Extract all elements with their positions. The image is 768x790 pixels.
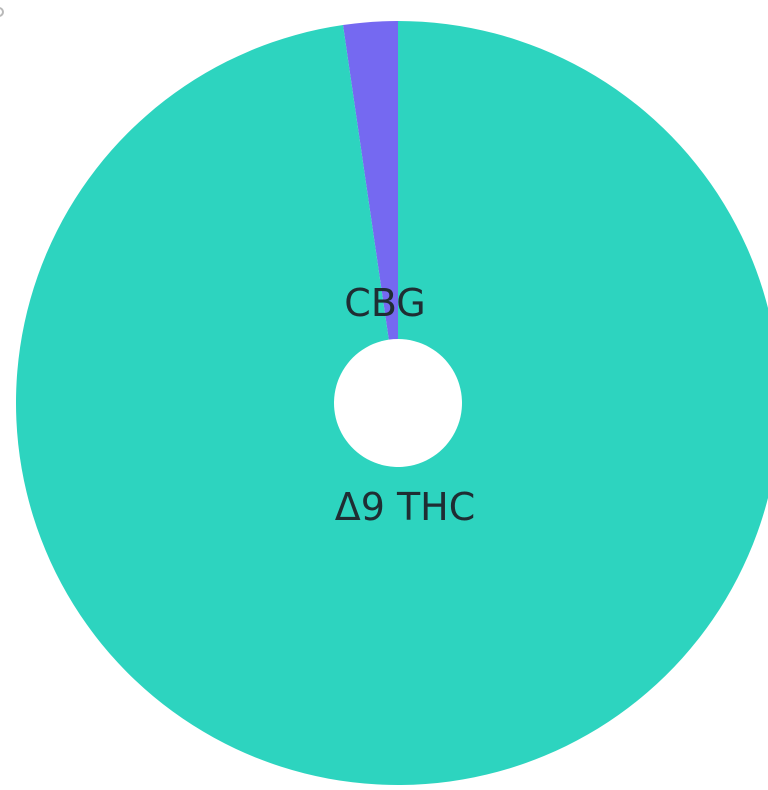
label-group: CBG Δ9 THC: [335, 281, 476, 529]
slice-label: Δ9 THC: [335, 485, 476, 529]
slice-9-thc: [16, 21, 768, 785]
slice-group: [16, 21, 768, 785]
slice-cbg: [342, 21, 398, 340]
corner-mark: [0, 7, 4, 17]
slice-label: CBG: [344, 281, 425, 325]
